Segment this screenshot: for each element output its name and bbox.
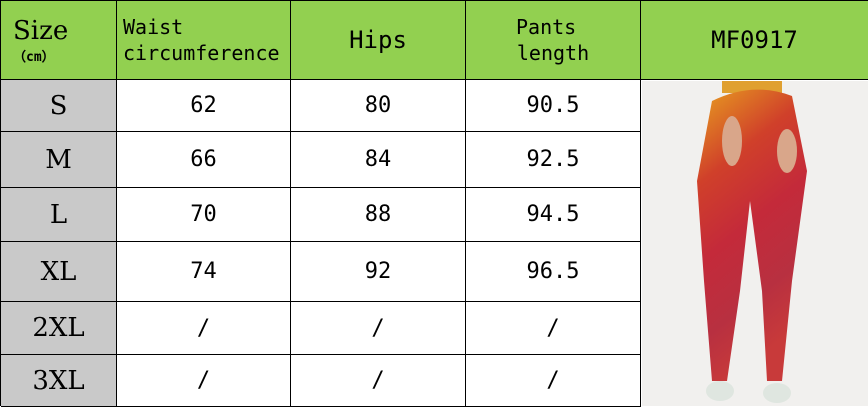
- cell-size: XL: [1, 242, 117, 302]
- cell-length: 92.5: [466, 132, 641, 188]
- cell-hips: 88: [291, 188, 466, 242]
- cell-length: 94.5: [466, 188, 641, 242]
- header-waist: Waist circumference: [117, 1, 291, 80]
- cell-length: 96.5: [466, 242, 641, 302]
- cell-waist: /: [117, 302, 291, 355]
- cell-waist: 66: [117, 132, 291, 188]
- header-hips: Hips: [291, 1, 466, 80]
- size-label: Size: [13, 15, 69, 46]
- cell-waist: 74: [117, 242, 291, 302]
- cell-size: S: [1, 80, 117, 132]
- cell-hips: /: [291, 355, 466, 407]
- model-code: MF0917: [711, 26, 798, 54]
- cell-waist: /: [117, 355, 291, 407]
- waist-label-2: circumference: [123, 41, 280, 65]
- cell-size: 2XL: [1, 302, 117, 355]
- product-photo: [642, 81, 868, 406]
- leggings-image: [697, 81, 807, 403]
- header-pants-length: Pants length: [466, 1, 641, 80]
- pants-label-1: Pants: [516, 15, 577, 39]
- cell-length: /: [466, 355, 641, 407]
- cell-hips: 92: [291, 242, 466, 302]
- waist-label-1: Waist: [123, 15, 184, 39]
- cell-size: L: [1, 188, 117, 242]
- cell-size: M: [1, 132, 117, 188]
- cell-waist: 62: [117, 80, 291, 132]
- cell-hips: 80: [291, 80, 466, 132]
- cell-waist: 70: [117, 188, 291, 242]
- cell-length: 90.5: [466, 80, 641, 132]
- cell-hips: /: [291, 302, 466, 355]
- cell-size: 3XL: [1, 355, 117, 407]
- header-model: MF0917: [641, 1, 868, 80]
- unit-label: （cm）: [13, 49, 55, 65]
- cell-hips: 84: [291, 132, 466, 188]
- hips-label: Hips: [349, 26, 407, 54]
- header-size: Size （cm）: [1, 1, 117, 80]
- cell-length: /: [466, 302, 641, 355]
- pants-label-2: length: [516, 41, 590, 65]
